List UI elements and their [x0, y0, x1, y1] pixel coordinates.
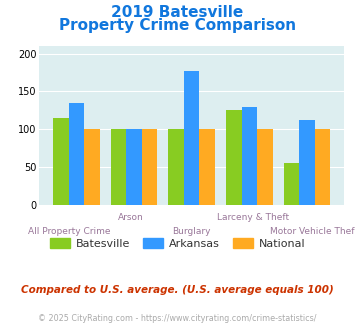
Text: Burglary: Burglary: [173, 227, 211, 236]
Text: Motor Vehicle Theft: Motor Vehicle Theft: [270, 227, 355, 236]
Bar: [257, 129, 273, 205]
Bar: [200, 129, 215, 205]
Bar: [242, 107, 257, 205]
Bar: [168, 129, 184, 205]
Bar: [142, 129, 157, 205]
Bar: [69, 103, 84, 205]
Bar: [111, 129, 126, 205]
Text: Property Crime Comparison: Property Crime Comparison: [59, 18, 296, 33]
Legend: Batesville, Arkansas, National: Batesville, Arkansas, National: [45, 234, 310, 253]
Text: Larceny & Theft: Larceny & Theft: [217, 213, 289, 222]
Bar: [315, 129, 331, 205]
Text: Compared to U.S. average. (U.S. average equals 100): Compared to U.S. average. (U.S. average …: [21, 285, 334, 295]
Bar: [84, 129, 100, 205]
Bar: [226, 110, 242, 205]
Bar: [299, 120, 315, 205]
Bar: [53, 118, 69, 205]
Bar: [284, 163, 299, 205]
Bar: [126, 129, 142, 205]
Text: Arson: Arson: [118, 213, 143, 222]
Text: All Property Crime: All Property Crime: [28, 227, 111, 236]
Bar: [184, 71, 200, 205]
Text: 2019 Batesville: 2019 Batesville: [111, 5, 244, 20]
Text: © 2025 CityRating.com - https://www.cityrating.com/crime-statistics/: © 2025 CityRating.com - https://www.city…: [38, 314, 317, 323]
